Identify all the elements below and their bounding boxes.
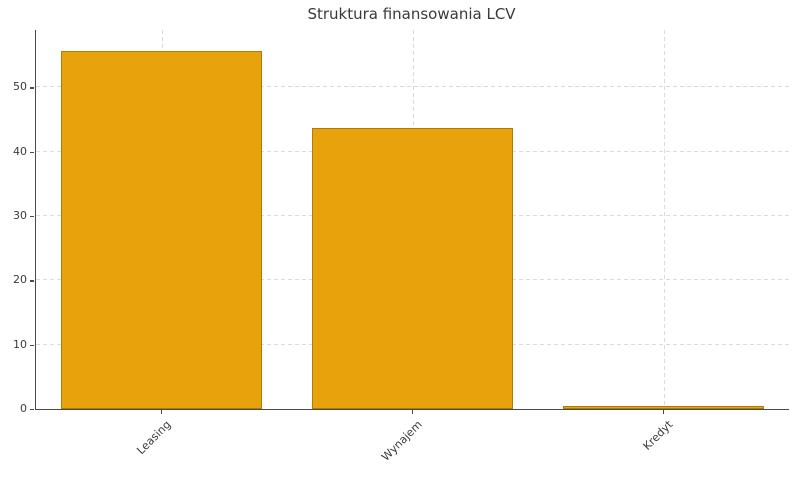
bar-kredyt: [563, 405, 764, 409]
y-tick-mark: [30, 215, 34, 218]
bar-leasing: [61, 50, 262, 409]
plot-area: [35, 30, 789, 410]
x-tick-label-text: Wynajem: [379, 418, 425, 464]
chart-title: Struktura finansowania LCV: [307, 5, 516, 23]
x-tick-label-text: Kredyt: [640, 418, 676, 453]
y-tick-mark: [30, 409, 34, 411]
y-tick-label: 10: [13, 337, 27, 351]
y-tick-mark: [30, 344, 34, 347]
y-tick-label: 30: [13, 208, 27, 222]
bar-wynajem: [312, 127, 513, 409]
x-tick-mark: [662, 410, 664, 414]
y-tick-label: 50: [13, 80, 27, 94]
x-tick-label-text: Leasing: [134, 418, 174, 458]
y-tick-label: 20: [13, 273, 27, 287]
x-tick-mark: [160, 410, 162, 414]
y-tick-label: 0: [20, 402, 27, 415]
gridline-vertical: [663, 30, 665, 409]
y-tick-label: 40: [13, 144, 27, 158]
y-tick-mark: [30, 280, 34, 282]
y-tick-mark: [30, 151, 34, 153]
y-tick-mark: [30, 87, 34, 89]
x-tick-mark: [411, 410, 413, 414]
